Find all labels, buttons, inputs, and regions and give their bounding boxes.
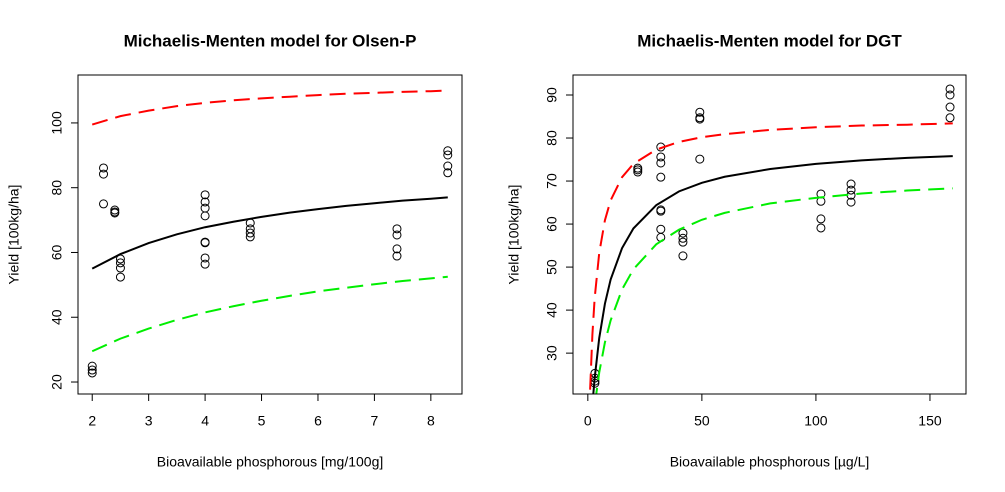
chart-title: Michaelis-Menten model for Olsen-P [124,31,417,50]
data-point [656,224,666,234]
x-axis-label: Bioavailable phosphorous [µg/L] [670,454,870,470]
data-point [678,233,688,243]
chart-panel: Michaelis-Menten model for DGT Bioavailab… [506,31,967,470]
x-tick-label: 7 [371,413,379,429]
data-point [87,365,97,375]
x-tick-label: 3 [145,413,153,429]
x-tick-label: 8 [427,413,435,429]
data-point [816,223,826,233]
data-point [678,237,688,247]
data-point [99,163,109,173]
data-point [392,230,402,240]
data-point [945,102,955,112]
x-tick-label: 50 [694,413,710,429]
y-tick-label: 100 [49,111,65,135]
data-point [443,146,453,156]
y-tick-label: 30 [544,345,560,361]
y-tick-label: 40 [544,302,560,318]
data-point [392,224,402,234]
y-tick-label: 60 [49,244,65,260]
x-tick-label: 5 [258,413,266,429]
data-point [656,158,666,168]
x-tick-label: 2 [88,413,96,429]
plot-area [87,89,453,378]
data-point [945,84,955,94]
x-tick-label: 4 [201,413,209,429]
data-point [846,179,856,189]
data-point [443,150,453,160]
data-point [87,368,97,378]
fit-line [91,89,448,126]
fit-line [592,155,953,394]
data-point [200,238,210,248]
data-point [392,244,402,254]
y-tick-label: 60 [544,216,560,232]
data-point [945,113,955,123]
x-tick-label: 150 [918,413,942,429]
data-point [945,90,955,100]
data-point [200,203,210,213]
x-tick-label: 0 [584,413,592,429]
fit-line [595,187,953,394]
data-point [695,154,705,164]
y-tick-label: 90 [544,87,560,103]
data-point [200,197,210,207]
data-point [678,228,688,238]
plot-frame [572,74,967,395]
data-point [110,208,120,218]
data-point [245,232,255,242]
fit-line [91,196,448,270]
y-axis-label: Yield [100kg/ha] [6,185,22,285]
plot-area [589,84,955,394]
x-axis-label: Bioavailable phosphorous [mg/100g] [157,454,384,470]
y-tick-label: 80 [544,130,560,146]
x-tick-label: 6 [314,413,322,429]
x-tick-label: 100 [804,413,828,429]
plot-frame [77,74,463,395]
data-point [846,185,856,195]
data-point [87,361,97,371]
data-point [656,152,666,162]
y-tick-label: 80 [49,180,65,196]
data-point [200,253,210,263]
data-point [633,165,643,175]
fit-line [91,275,448,353]
data-point [816,214,826,224]
data-point [99,169,109,179]
data-point [200,259,210,269]
data-point [245,228,255,238]
data-point [678,251,688,261]
data-point [115,258,125,268]
y-axis-label: Yield [100kg/ha] [506,185,522,285]
data-point [200,211,210,221]
data-point [695,114,705,124]
data-point [392,251,402,261]
y-tick-label: 70 [544,173,560,189]
data-point [443,168,453,178]
chart-panel: Michaelis-Menten model for Olsen-P Bioava… [6,31,463,470]
chart-title: Michaelis-Menten model for DGT [637,31,902,50]
y-tick-label: 20 [49,374,65,390]
data-point [200,190,210,200]
y-tick-label: 40 [49,309,65,325]
data-point [99,199,109,209]
data-point [846,197,856,207]
data-point [695,107,705,117]
data-point [443,161,453,171]
data-point [115,272,125,282]
data-point [656,206,666,216]
fit-line [589,122,953,390]
data-point [115,263,125,273]
y-tick-label: 50 [544,259,560,275]
data-point [656,172,666,182]
data-point [633,167,643,177]
